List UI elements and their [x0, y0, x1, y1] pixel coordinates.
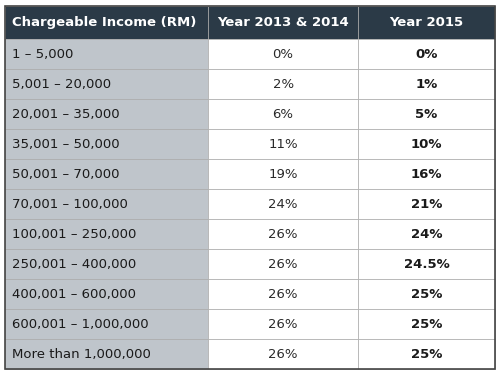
Bar	[358, 219, 495, 249]
Text: 10%: 10%	[410, 138, 442, 151]
Text: 0%: 0%	[415, 48, 438, 61]
Text: 70,001 – 100,000: 70,001 – 100,000	[12, 198, 128, 211]
Bar	[5, 189, 208, 219]
Text: 6%: 6%	[272, 108, 293, 121]
Text: 20,001 – 35,000: 20,001 – 35,000	[12, 108, 120, 121]
Text: 25%: 25%	[410, 348, 442, 361]
Bar	[208, 309, 358, 339]
Bar	[208, 249, 358, 279]
Bar	[358, 339, 495, 369]
Text: 5%: 5%	[416, 108, 438, 121]
Text: More than 1,000,000: More than 1,000,000	[12, 348, 151, 361]
Bar	[5, 129, 208, 159]
Bar	[208, 129, 358, 159]
Text: 5,001 – 20,000: 5,001 – 20,000	[12, 78, 112, 91]
Text: 1%: 1%	[416, 78, 438, 91]
Bar	[358, 6, 495, 40]
Text: 16%: 16%	[410, 168, 442, 181]
Bar	[358, 40, 495, 69]
Text: 50,001 – 70,000: 50,001 – 70,000	[12, 168, 120, 181]
Bar	[5, 40, 208, 69]
Bar	[5, 279, 208, 309]
Bar	[5, 99, 208, 129]
Text: 11%: 11%	[268, 138, 298, 151]
Bar	[5, 309, 208, 339]
Bar	[358, 99, 495, 129]
Text: 24%: 24%	[268, 198, 298, 211]
Bar	[358, 129, 495, 159]
Text: 100,001 – 250,000: 100,001 – 250,000	[12, 228, 137, 241]
Bar	[208, 189, 358, 219]
Text: 250,001 – 400,000: 250,001 – 400,000	[12, 258, 137, 271]
Bar	[5, 159, 208, 189]
Bar	[358, 309, 495, 339]
Bar	[208, 219, 358, 249]
Text: 26%: 26%	[268, 258, 298, 271]
Text: 24.5%: 24.5%	[404, 258, 450, 271]
Bar	[208, 99, 358, 129]
Text: Year 2013 & 2014: Year 2013 & 2014	[217, 16, 349, 29]
Text: 1 – 5,000: 1 – 5,000	[12, 48, 74, 61]
Bar	[358, 279, 495, 309]
Text: 26%: 26%	[268, 318, 298, 331]
Bar	[208, 339, 358, 369]
Text: 35,001 – 50,000: 35,001 – 50,000	[12, 138, 120, 151]
Bar	[5, 339, 208, 369]
Text: Chargeable Income (RM): Chargeable Income (RM)	[12, 16, 197, 29]
Text: 400,001 – 600,000: 400,001 – 600,000	[12, 288, 136, 301]
Text: Year 2015: Year 2015	[390, 16, 464, 29]
Bar	[358, 69, 495, 99]
Bar	[358, 159, 495, 189]
Bar	[358, 249, 495, 279]
Text: 0%: 0%	[272, 48, 293, 61]
Bar	[358, 189, 495, 219]
Bar	[208, 69, 358, 99]
Text: 26%: 26%	[268, 348, 298, 361]
Text: 21%: 21%	[410, 198, 442, 211]
Text: 26%: 26%	[268, 228, 298, 241]
Text: 26%: 26%	[268, 288, 298, 301]
Text: 19%: 19%	[268, 168, 298, 181]
Bar	[208, 279, 358, 309]
Bar	[5, 249, 208, 279]
Text: 25%: 25%	[410, 318, 442, 331]
Bar	[5, 69, 208, 99]
Bar	[208, 6, 358, 40]
Text: 600,001 – 1,000,000: 600,001 – 1,000,000	[12, 318, 149, 331]
Bar	[208, 159, 358, 189]
Bar	[5, 6, 208, 40]
Text: 24%: 24%	[410, 228, 442, 241]
Text: 2%: 2%	[272, 78, 293, 91]
Bar	[5, 219, 208, 249]
Bar	[208, 40, 358, 69]
Text: 25%: 25%	[410, 288, 442, 301]
